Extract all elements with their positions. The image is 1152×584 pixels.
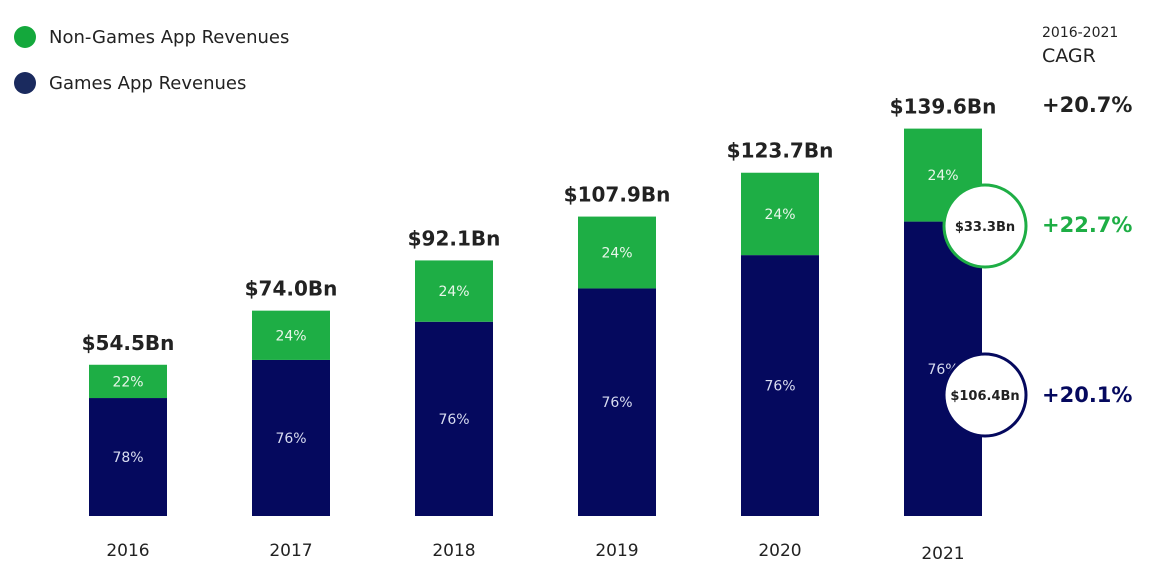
label-total-2021: $139.6Bn [890, 95, 997, 119]
x-tick-2016: 2016 [106, 541, 149, 561]
label-non-games-pct-2020: 24% [764, 207, 795, 223]
label-non-games-pct-2021: 24% [927, 168, 958, 184]
callout-circle-games [942, 352, 1028, 438]
legend-item-non-games: Non-Games App Revenues [14, 26, 289, 48]
label-non-games-pct-2017: 24% [275, 328, 306, 344]
cagr-games: +20.1% [1042, 383, 1133, 407]
cagr-period: 2016-2021 [1042, 25, 1119, 41]
legend-item-games: Games App Revenues [14, 72, 246, 94]
label-non-games-pct-2016: 22% [112, 374, 143, 390]
legend-label-games: Games App Revenues [49, 72, 247, 94]
label-total-2016: $54.5Bn [82, 331, 175, 355]
label-total-2020: $123.7Bn [727, 139, 834, 163]
label-games-pct-2020: 76% [764, 379, 795, 395]
label-games-pct-2019: 76% [601, 395, 632, 411]
legend-swatch-games [14, 72, 36, 94]
label-total-2018: $92.1Bn [408, 226, 501, 250]
label-games-pct-2018: 76% [438, 412, 469, 428]
bar-games-2019 [578, 288, 656, 516]
label-non-games-pct-2019: 24% [601, 246, 632, 262]
bar-non-games-2018 [415, 260, 493, 322]
cagr-heading: CAGR [1042, 45, 1096, 67]
callout-games-value: $106.4Bn [950, 389, 1019, 404]
x-tick-2019: 2019 [595, 541, 638, 561]
bar-non-games-2020 [741, 172, 819, 256]
bar-non-games-2019 [578, 216, 656, 289]
bar-games-2016 [89, 398, 167, 516]
legend-label-non-games: Non-Games App Revenues [49, 26, 290, 48]
bar-games-2018 [415, 321, 493, 516]
cagr-non-games: +22.7% [1042, 213, 1133, 237]
bar-non-games-2017 [252, 310, 330, 360]
label-total-2019: $107.9Bn [564, 183, 671, 207]
legend-swatch-non-games [14, 26, 36, 48]
bar-non-games-2016 [89, 364, 167, 399]
x-tick-2020: 2020 [758, 541, 801, 561]
bar-games-2020 [741, 255, 819, 516]
x-tick-2021: 2021 [921, 544, 964, 564]
callout-non-games-value: $33.3Bn [955, 220, 1015, 235]
cagr-total: +20.7% [1042, 93, 1133, 117]
label-total-2017: $74.0Bn [245, 277, 338, 301]
label-non-games-pct-2018: 24% [438, 284, 469, 300]
callout-circle-non-games [942, 183, 1028, 269]
bar-games-2017 [252, 359, 330, 516]
x-tick-2018: 2018 [432, 541, 475, 561]
x-tick-2017: 2017 [269, 541, 312, 561]
label-games-pct-2017: 76% [275, 431, 306, 447]
label-games-pct-2016: 78% [112, 450, 143, 466]
